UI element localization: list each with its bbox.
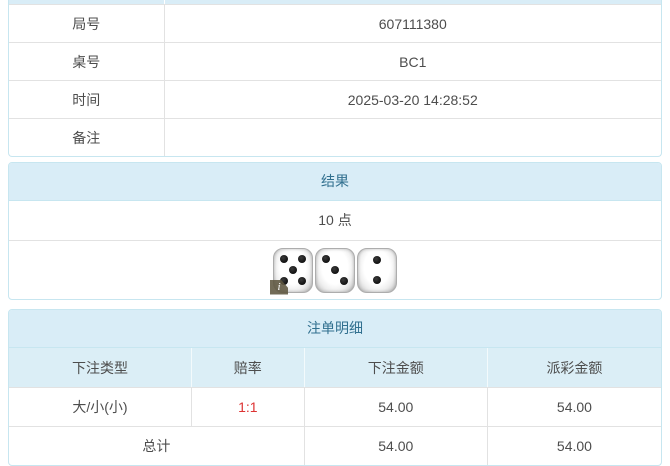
result-panel-title: 结果 (9, 163, 661, 201)
odds-cell: 1:1 (190, 387, 304, 426)
column-header-payout-amount: 派彩金额 (486, 348, 661, 387)
bet-row: 大/小(小) 1:1 54.00 54.00 (9, 387, 661, 426)
column-header-bet-type: 下注类型 (9, 348, 191, 387)
round-id-label: 局号 (9, 4, 165, 42)
column-header-bet-amount: 下注金额 (303, 348, 487, 387)
round-id-value: 607111380 (164, 4, 661, 42)
cutoff-header-cell (9, 0, 165, 4)
table-row-time: 时间 2025-03-20 14:28:52 (9, 80, 661, 118)
column-header-odds: 赔率 (190, 348, 304, 387)
remark-label: 备注 (9, 118, 165, 156)
die-pip (373, 255, 381, 264)
cutoff-header-cell (164, 0, 661, 4)
bet-table-header-row: 下注类型 赔率 下注金额 派彩金额 (9, 348, 661, 387)
result-points: 10 点 (9, 201, 661, 241)
die-pip (289, 266, 297, 274)
bet-table: 下注类型 赔率 下注金额 派彩金额 大/小(小) 1:1 54.00 54.00… (9, 348, 661, 465)
info-icon[interactable]: i (270, 279, 288, 295)
cutoff-header-row (9, 0, 661, 4)
total-label: 总计 (9, 426, 304, 465)
bet-amount-cell: 54.00 (303, 387, 487, 426)
table-row-round-id: 局号 607111380 (9, 4, 661, 42)
payout-amount-cell: 54.00 (486, 387, 661, 426)
table-row-remark: 备注 (9, 118, 661, 156)
table-row-table-id: 桌号 BC1 (9, 42, 661, 80)
die-1: i (270, 247, 313, 295)
bet-type-cell: 大/小(小) (9, 387, 191, 426)
die-3 (357, 247, 397, 293)
die-pip (373, 276, 381, 285)
die-pip (340, 276, 349, 285)
bet-detail-panel: 注单明细 下注类型 赔率 下注金额 派彩金额 大/小(小) 1:1 54.00 … (8, 309, 662, 466)
die-pip (331, 266, 339, 274)
total-bet-amount: 54.00 (303, 426, 487, 465)
total-payout-amount: 54.00 (486, 426, 661, 465)
die-pip (280, 277, 289, 286)
result-panel: 结果 10 点 i (8, 162, 662, 300)
die-pip (321, 255, 330, 264)
game-info-panel: 局号 607111380 桌号 BC1 时间 2025-03-20 14:28:… (8, 0, 662, 157)
die-2 (315, 247, 355, 293)
total-row: 总计 54.00 54.00 (9, 426, 661, 465)
table-id-label: 桌号 (9, 42, 165, 80)
remark-value (164, 118, 661, 156)
die-pip (297, 277, 306, 286)
table-id-value: BC1 (164, 42, 661, 80)
dice-row: i (9, 241, 661, 299)
time-label: 时间 (9, 80, 165, 118)
game-info-table: 局号 607111380 桌号 BC1 时间 2025-03-20 14:28:… (9, 0, 661, 156)
bet-panel-title: 注单明细 (9, 310, 661, 348)
time-value: 2025-03-20 14:28:52 (164, 80, 661, 118)
die-pip (280, 254, 289, 263)
die-pip (297, 254, 306, 263)
